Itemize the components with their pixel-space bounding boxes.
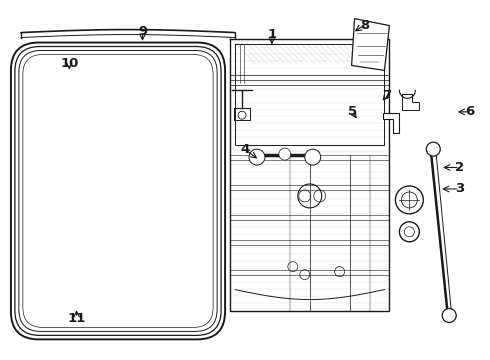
Text: 10: 10 [60, 57, 78, 70]
FancyBboxPatch shape [23, 54, 213, 328]
FancyBboxPatch shape [19, 50, 217, 332]
Text: 9: 9 [138, 25, 147, 38]
Text: 3: 3 [455, 183, 465, 195]
Text: 5: 5 [348, 105, 357, 118]
Circle shape [395, 186, 423, 214]
Polygon shape [402, 94, 419, 110]
Text: 2: 2 [455, 161, 465, 174]
Text: 1: 1 [267, 28, 276, 41]
Circle shape [401, 192, 417, 208]
Circle shape [305, 149, 321, 165]
Text: 11: 11 [68, 311, 86, 325]
FancyBboxPatch shape [15, 46, 221, 336]
Text: 7: 7 [382, 89, 391, 102]
Circle shape [399, 222, 419, 242]
Text: 8: 8 [360, 19, 369, 32]
Text: 6: 6 [465, 105, 474, 118]
Circle shape [426, 142, 440, 156]
Polygon shape [352, 19, 390, 71]
Circle shape [249, 149, 265, 165]
FancyBboxPatch shape [11, 42, 225, 339]
Circle shape [404, 227, 415, 237]
Text: 4: 4 [241, 143, 249, 156]
Circle shape [279, 148, 291, 160]
Polygon shape [384, 113, 399, 133]
Circle shape [442, 309, 456, 323]
